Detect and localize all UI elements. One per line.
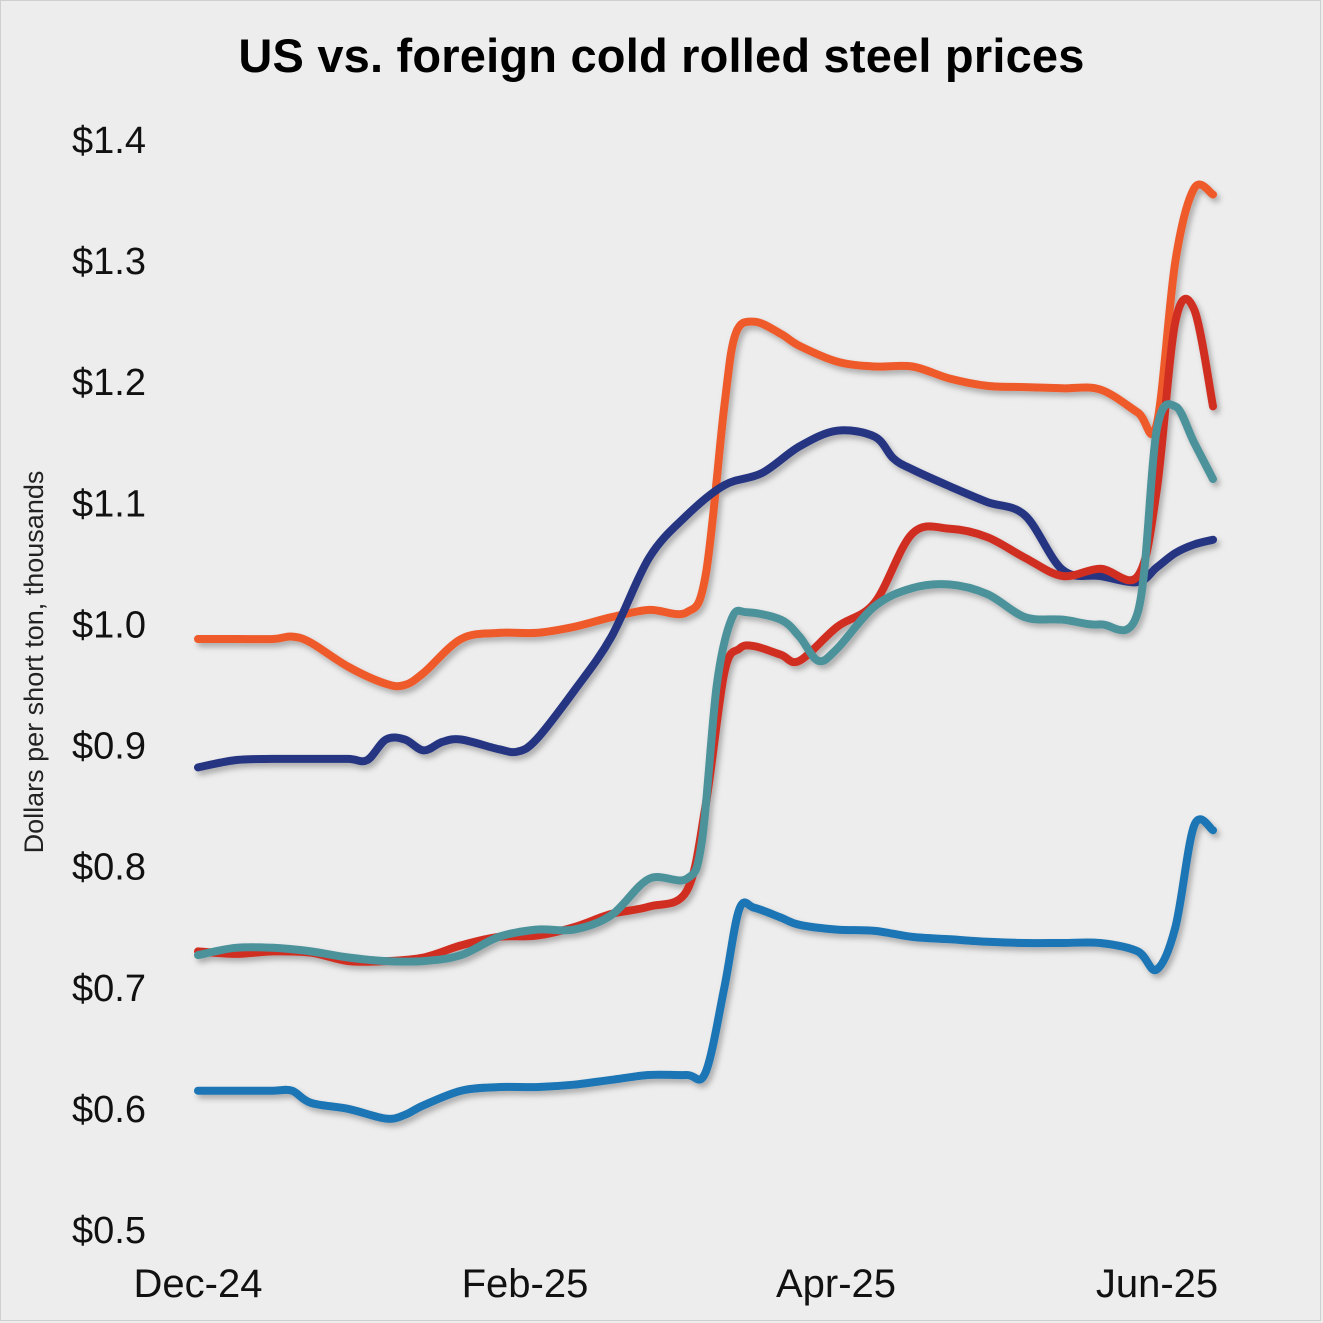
series-line-teal — [194, 400, 1217, 966]
x-tick-labels: Dec-24 Feb-25 Apr-25 Jun-25 — [134, 1262, 1219, 1306]
chart-title: US vs. foreign cold rolled steel prices — [238, 29, 1085, 82]
x-tick-label: Feb-25 — [462, 1262, 589, 1306]
y-tick-label: $1.2 — [72, 362, 146, 404]
y-tick-label: $1.4 — [72, 120, 146, 162]
series-line-blue — [194, 815, 1217, 1123]
series-line-orange — [194, 180, 1217, 691]
y-tick-label: $0.9 — [72, 726, 146, 768]
y-tick-labels: $1.4 $1.3 $1.2 $1.1 $1.0 $0.9 $0.8 $0.7 $0.6 $0.5 — [72, 120, 146, 1252]
x-tick-label: Dec-24 — [134, 1262, 263, 1306]
series-lines — [194, 180, 1217, 1123]
y-tick-label: $0.7 — [72, 968, 146, 1010]
x-tick-label: Apr-25 — [776, 1262, 896, 1306]
y-tick-label: $1.3 — [72, 241, 146, 283]
series-line-navy — [194, 426, 1217, 772]
x-tick-label: Jun-25 — [1096, 1262, 1218, 1306]
y-tick-label: $1.1 — [72, 483, 146, 525]
y-tick-label: $0.8 — [72, 847, 146, 889]
series-line-red — [194, 294, 1217, 966]
y-tick-label: $1.0 — [72, 604, 146, 646]
y-tick-label: $0.6 — [72, 1089, 146, 1131]
y-tick-label: $0.5 — [72, 1210, 146, 1252]
y-axis-label: Dollars per short ton, thousands — [19, 471, 49, 854]
